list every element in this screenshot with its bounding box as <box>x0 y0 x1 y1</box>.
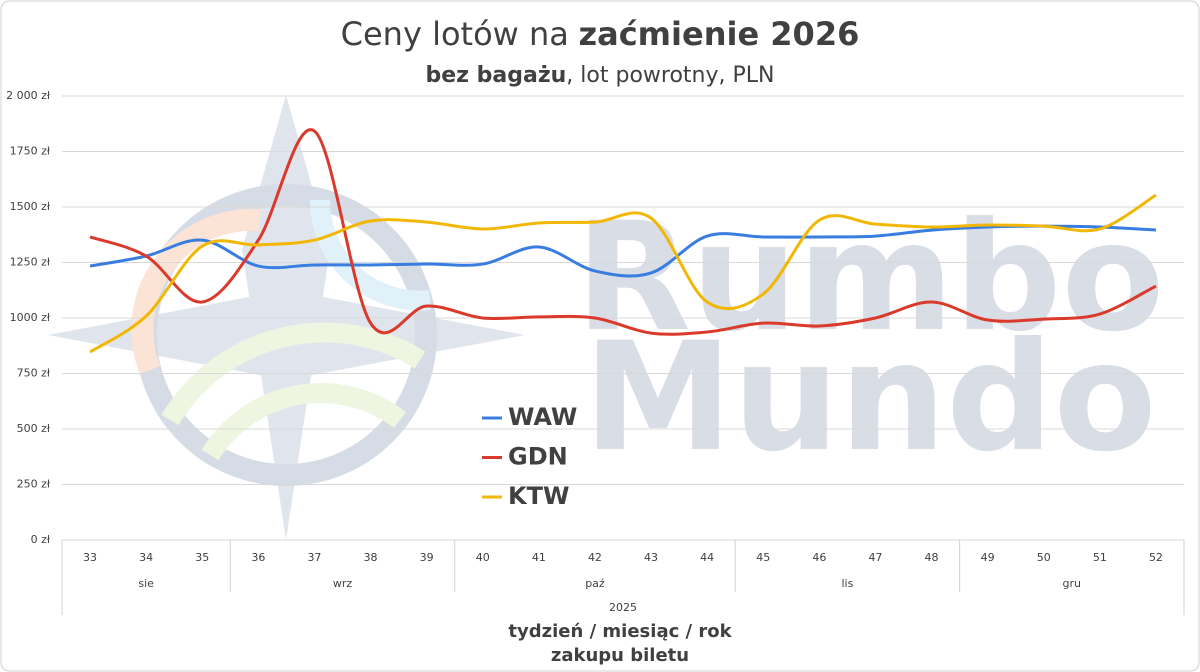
chart-subtitle: bez bagażu, lot powrotny, PLN <box>426 63 775 88</box>
y-tick-label: 0 zł <box>31 533 51 546</box>
title-part: Ceny lotów na <box>341 15 569 53</box>
y-tick-label: 2 000 zł <box>6 89 51 102</box>
month-label: paź <box>585 577 605 590</box>
y-tick-label: 1000 zł <box>10 311 51 324</box>
x-tick-label: 42 <box>588 551 602 564</box>
watermark-text: Mundo <box>583 311 1156 485</box>
y-tick-label: 1500 zł <box>10 200 51 213</box>
x-tick-label: 48 <box>925 551 939 564</box>
title-part: bez bagażu <box>426 63 567 88</box>
y-tick-label: 750 zł <box>17 367 51 380</box>
x-tick-label: 49 <box>981 551 995 564</box>
x-tick-label: 46 <box>812 551 826 564</box>
x-tick-label: 44 <box>700 551 714 564</box>
month-label: lis <box>841 577 853 590</box>
x-tick-label: 45 <box>756 551 770 564</box>
x-tick-label: 39 <box>420 551 434 564</box>
title-part: zaćmienie 2026 <box>578 15 859 53</box>
series-line <box>89 193 1157 354</box>
watermark-text: Rumbo <box>575 191 1164 365</box>
x-tick-label: 33 <box>83 551 97 564</box>
month-label: sie <box>138 577 154 590</box>
x-tick-label: 36 <box>251 551 265 564</box>
x-tick-label: 50 <box>1037 551 1051 564</box>
x-tick-label: 35 <box>195 551 209 564</box>
x-tick-label: 38 <box>364 551 378 564</box>
y-tick-label: 1750 zł <box>10 145 51 158</box>
y-tick-label: 250 zł <box>17 478 51 491</box>
month-label: gru <box>1063 577 1081 590</box>
x-tick-label: 37 <box>307 551 321 564</box>
title-part: , lot powrotny, PLN <box>566 63 774 88</box>
month-label: wrz <box>333 577 353 590</box>
x-axis-title: tydzień / miesiąc / rok <box>508 621 732 642</box>
y-tick-label: 1250 zł <box>10 256 51 269</box>
x-tick-label: 47 <box>868 551 882 564</box>
x-tick-label: 40 <box>476 551 490 564</box>
series-line <box>89 224 1157 278</box>
y-tick-label: 500 zł <box>17 422 51 435</box>
series-line <box>89 128 1157 336</box>
x-tick-label: 52 <box>1149 551 1163 564</box>
legend-label: WAW <box>508 403 577 431</box>
x-tick-label: 41 <box>532 551 546 564</box>
chart-title: Ceny lotów na zaćmienie 2026 <box>341 15 860 53</box>
year-label: 2025 <box>609 601 637 614</box>
legend-label: KTW <box>508 482 569 510</box>
x-tick-label: 43 <box>644 551 658 564</box>
x-tick-label: 51 <box>1093 551 1107 564</box>
x-tick-label: 34 <box>139 551 153 564</box>
legend-label: GDN <box>508 443 568 471</box>
x-axis-title: zakupu biletu <box>551 645 689 666</box>
